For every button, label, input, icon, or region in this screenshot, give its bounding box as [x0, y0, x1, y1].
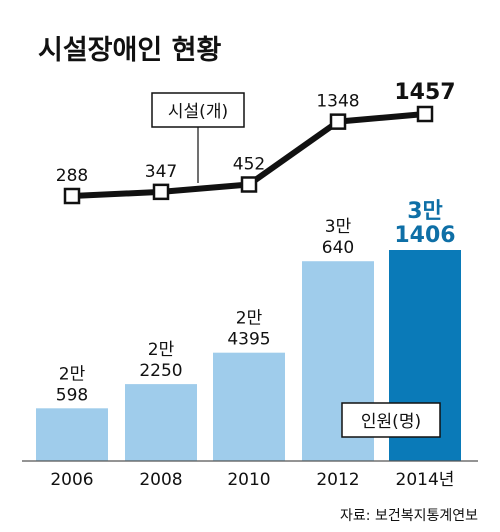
bar-value-label-4-1: 1406	[394, 223, 455, 248]
x-tick-label-2: 2010	[227, 470, 270, 490]
bar-value-label-0-1: 598	[56, 385, 88, 405]
facility-value-label-2: 452	[233, 154, 265, 174]
x-tick-label-0: 2006	[50, 470, 93, 490]
line-legend-box: 시설(개)	[151, 92, 245, 128]
facility-value-label-3: 1348	[316, 92, 359, 112]
bar-1	[125, 384, 197, 461]
bar-value-label-3-0: 3만	[325, 217, 352, 237]
facility-value-label-1: 347	[145, 162, 177, 182]
facility-point-2	[240, 176, 258, 193]
bar-value-label-0-0: 2만	[59, 364, 86, 384]
bar-value-label-4-0: 3만	[407, 199, 443, 224]
facility-point-4	[416, 105, 434, 123]
facility-value-label-4: 1457	[394, 80, 455, 105]
x-tick-label-3: 2012	[316, 470, 359, 490]
x-tick-label-4: 2014년	[396, 470, 455, 490]
source-note: 자료: 보건복지통계연보	[340, 508, 478, 524]
facility-point-3	[329, 113, 347, 130]
bar-value-label-1-1: 2250	[139, 361, 182, 381]
bar-value-label-1-0: 2만	[148, 340, 175, 360]
x-tick-labels: 2006 2008 2010 2012 2014년	[50, 470, 454, 490]
bar-legend-box: 인원(명)	[341, 402, 441, 438]
chart-title: 시설장애인 현황	[38, 35, 221, 66]
line-legend-label: 시설(개)	[168, 102, 228, 122]
bar-legend-label: 인원(명)	[361, 412, 421, 432]
x-tick-label-1: 2008	[139, 470, 182, 490]
bar-value-label-2-0: 2만	[236, 309, 263, 329]
bar-0	[36, 408, 108, 461]
bar-value-label-2-1: 4395	[227, 330, 270, 350]
facility-point-1	[152, 183, 170, 201]
bar-2	[213, 352, 285, 461]
facility-value-label-0: 288	[56, 166, 88, 186]
line-layer: 288 347 452 1348 1457	[56, 80, 456, 205]
facility-point-0	[63, 187, 81, 205]
bar-value-label-3-1: 640	[322, 238, 354, 258]
